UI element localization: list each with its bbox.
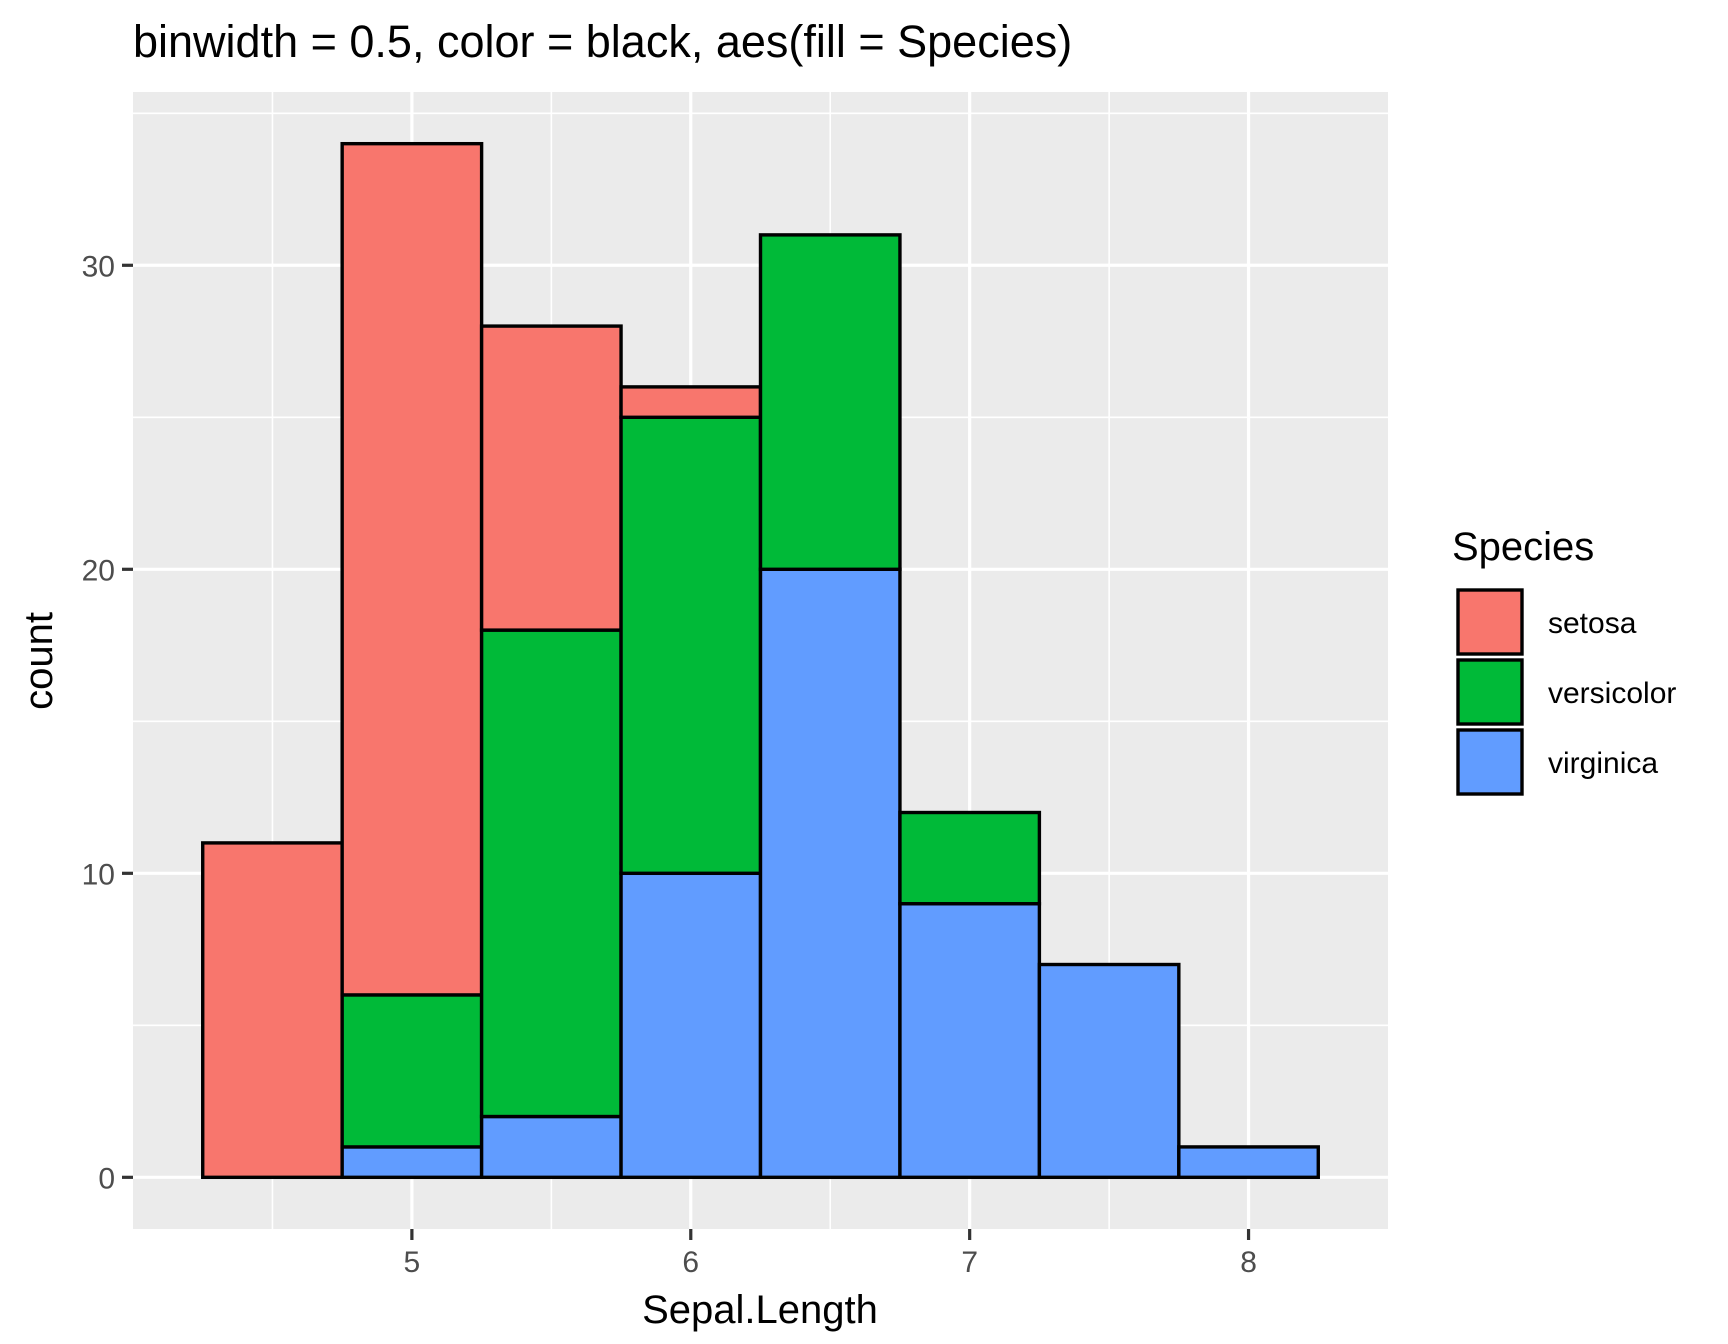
histogram-bars bbox=[201, 141, 1320, 1180]
bar-virginica bbox=[898, 902, 1042, 1180]
y-tick-label: 10 bbox=[82, 858, 115, 891]
y-axis: 0 10 20 30 bbox=[82, 250, 133, 1195]
bar-virginica bbox=[1177, 1145, 1320, 1180]
bar-virginica bbox=[479, 1114, 623, 1180]
legend-key-versicolor bbox=[1456, 658, 1524, 726]
bar-setosa bbox=[340, 141, 484, 997]
x-tick-label: 8 bbox=[1240, 1246, 1257, 1279]
legend-key-virginica bbox=[1456, 728, 1524, 796]
bar-versicolor bbox=[479, 628, 623, 1119]
bar-virginica bbox=[758, 567, 902, 1180]
chart-title: binwidth = 0.5, color = black, aes(fill … bbox=[133, 16, 1072, 67]
x-axis-title: Sepal.Length bbox=[642, 1288, 878, 1332]
bar-setosa bbox=[619, 385, 763, 419]
y-tick-label: 20 bbox=[82, 554, 115, 587]
bar-virginica bbox=[619, 871, 763, 1180]
bar-virginica bbox=[340, 1145, 484, 1180]
y-tick-label: 0 bbox=[98, 1162, 115, 1195]
bar-versicolor bbox=[898, 810, 1042, 906]
bar-versicolor bbox=[340, 993, 484, 1149]
bar-virginica bbox=[1037, 962, 1181, 1180]
legend: Species setosa versicolor virginica bbox=[1452, 525, 1676, 796]
bar-versicolor bbox=[758, 233, 902, 571]
y-axis-title: count bbox=[17, 612, 61, 710]
bar-setosa bbox=[201, 841, 344, 1180]
legend-key-setosa bbox=[1456, 588, 1524, 656]
bar-versicolor bbox=[619, 415, 763, 876]
x-tick-label: 7 bbox=[961, 1246, 978, 1279]
legend-label-virginica: virginica bbox=[1548, 747, 1658, 780]
x-axis: 5 6 7 8 bbox=[404, 1229, 1257, 1279]
legend-title: Species bbox=[1452, 525, 1594, 569]
legend-label-versicolor: versicolor bbox=[1548, 677, 1676, 710]
x-tick-label: 6 bbox=[682, 1246, 699, 1279]
x-tick-label: 5 bbox=[404, 1246, 421, 1279]
y-tick-label: 30 bbox=[82, 250, 115, 283]
legend-label-setosa: setosa bbox=[1548, 607, 1637, 640]
bar-setosa bbox=[479, 324, 623, 632]
